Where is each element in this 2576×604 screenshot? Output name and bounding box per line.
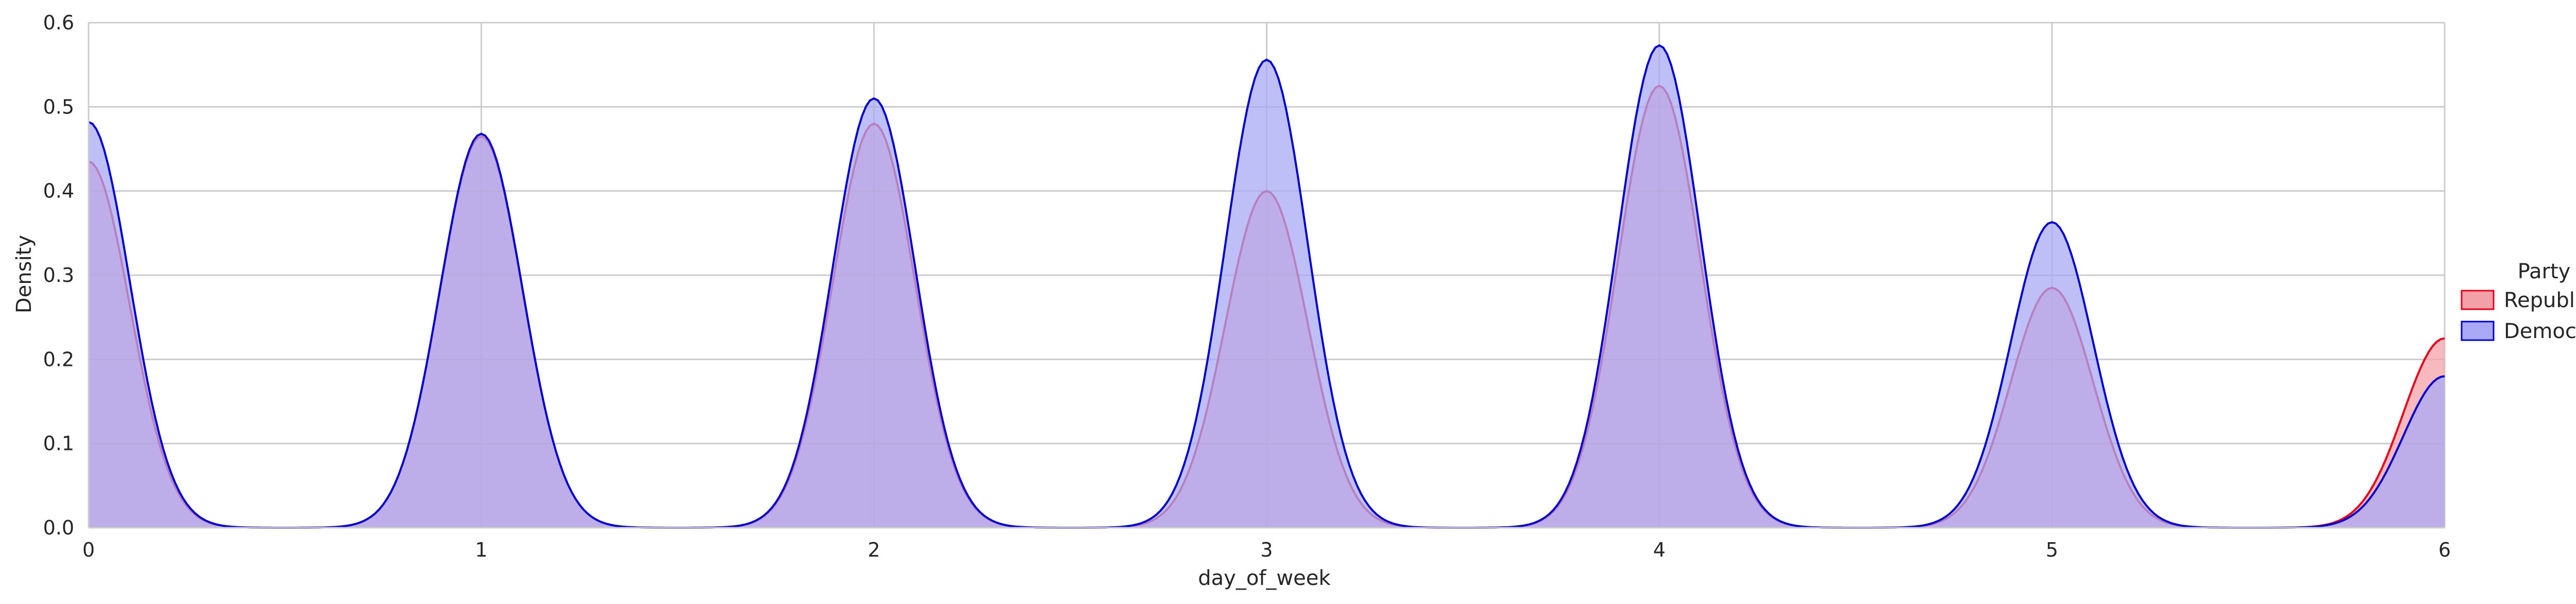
- legend-label-republican: Republican: [2504, 289, 2576, 312]
- x-tick-label: 2: [868, 539, 880, 561]
- y-tick-label: 0.3: [43, 264, 74, 287]
- legend-label-democrat: Democrat: [2504, 320, 2576, 343]
- x-axis-label: day_of_week: [1198, 566, 1331, 590]
- y-tick-label: 0.0: [43, 516, 74, 539]
- legend: Party Republican Democrat: [2461, 260, 2576, 343]
- density-areas: [88, 44, 2445, 529]
- x-tick-label: 1: [475, 539, 487, 561]
- x-tick-label: 3: [1260, 539, 1273, 561]
- y-tick-label: 0.6: [43, 11, 74, 34]
- y-tick-label: 0.1: [43, 432, 74, 455]
- legend-title: Party: [2518, 260, 2571, 283]
- x-tick-label: 5: [2046, 539, 2058, 561]
- legend-swatch-republican: [2461, 290, 2495, 310]
- line-democrat: [88, 44, 2445, 529]
- x-tick-label: 4: [1653, 539, 1666, 561]
- y-tick-label: 0.2: [43, 348, 74, 371]
- x-tick-label: 6: [2438, 539, 2451, 561]
- y-axis-label: Density: [12, 235, 36, 313]
- y-tick-label: 0.4: [43, 180, 74, 203]
- area-democrat: [89, 45, 2445, 528]
- legend-swatch-democrat: [2461, 321, 2495, 341]
- tick-labels: 0 1 2 3 4 5 6 0.0 0.1 0.2 0.3 0.4 0.5 0.6: [43, 11, 2451, 561]
- x-tick-label: 0: [82, 539, 95, 561]
- y-tick-label: 0.5: [43, 95, 74, 118]
- axes: [88, 23, 2445, 529]
